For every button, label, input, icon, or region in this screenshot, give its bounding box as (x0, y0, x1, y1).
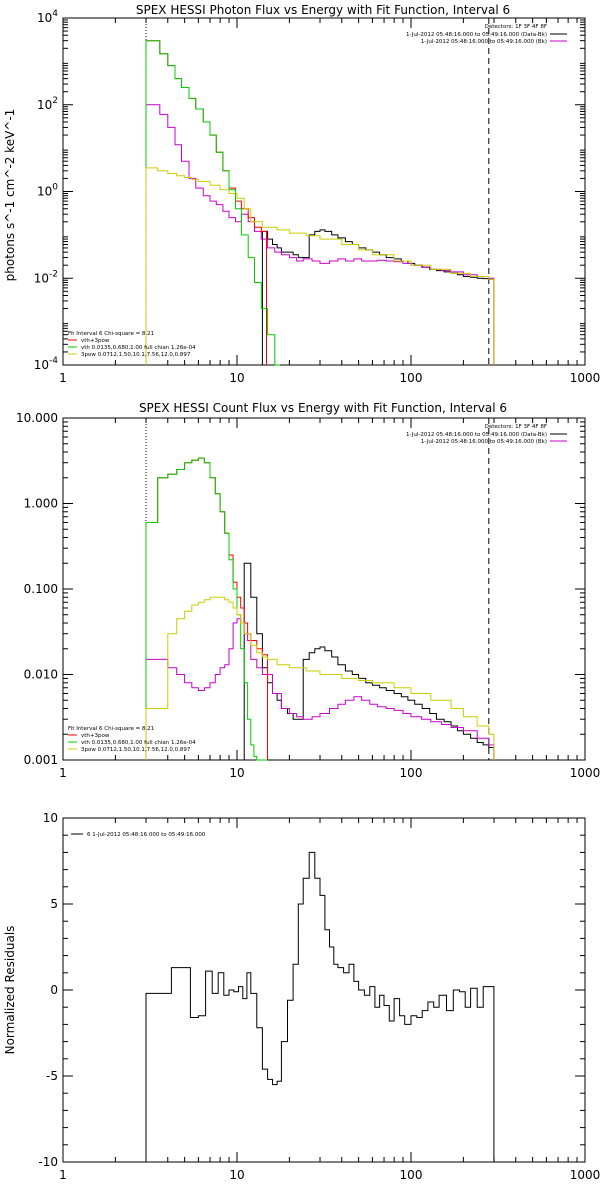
legend-entry: 1-Jul-2012 05:48:16.000 to 05:49:16.000 … (406, 32, 547, 38)
series-line-Data-Bk (243, 562, 495, 760)
fit-legend-entry: 3pow 0.0712,1.50,10.1,7.56,12.0,0.897 (81, 352, 191, 358)
y-tick-label: 0.100 (24, 582, 58, 596)
x-tick-label: 1000 (570, 371, 600, 385)
fit-legend-header: Fit Interval 6 Chi-square = 8.21 (68, 331, 154, 337)
x-tick-label: 1 (59, 371, 67, 385)
fit-legend-entry: vth+3pow (81, 338, 110, 344)
series-line-vth (145, 40, 280, 366)
legend-header: Detectors: 1F 3F 4F 8F (485, 424, 547, 430)
legend-entry: 1-Jul-2012 05:48:16.000 to 05:49:16.000 … (406, 432, 547, 438)
photon-flux-ylabel: photons s^-1 cm^-2 keV^-1 (3, 109, 17, 282)
y-tick-label: 1.000 (24, 497, 58, 511)
fit-legend-header: Fit Interval 6 Chi-square = 8.21 (68, 726, 154, 732)
x-tick-label: 100 (400, 766, 423, 780)
photon-flux-title: SPEX HESSI Photon Flux vs Energy with Fi… (136, 3, 510, 17)
y-tick-label: 0.010 (24, 668, 58, 682)
legend-entry: 1-Jul-2012 05:48:16.000 to 05:49:16.000 … (421, 439, 547, 445)
series-line-Bk (145, 104, 495, 365)
x-tick-label: 1 (59, 1168, 67, 1182)
fit-legend-entry: vth 0.0135,0.680,1.00 full chian 1.26e-0… (81, 740, 196, 746)
plot-frame (62, 417, 586, 761)
count-flux-panel: SPEX HESSI Count Flux vs Energy with Fit… (16, 401, 600, 780)
count-flux-title: SPEX HESSI Count Flux vs Energy with Fit… (139, 401, 507, 415)
legend-header: Detectors: 1F 3F 4F 8F (485, 24, 547, 30)
series-line-3pow (145, 596, 495, 760)
x-tick-label: 10 (229, 1168, 244, 1182)
y-tick-label: 10.000 (16, 411, 58, 425)
y-tick-label: 0.001 (24, 753, 58, 767)
y-tick-label: 10-2 (34, 269, 58, 285)
x-tick-label: 100 (400, 371, 423, 385)
series-line-vth+3pow (145, 40, 267, 365)
plot-frame (62, 17, 586, 366)
x-tick-label: 10 (229, 371, 244, 385)
legend-entry: 1-Jul-2012 05:48:16.000 to 05:49:16.000 … (421, 39, 547, 45)
x-tick-label: 1 (59, 766, 67, 780)
y-tick-label: -5 (46, 1069, 58, 1083)
y-tick-label: 0 (50, 983, 58, 997)
series-line-Bk (145, 618, 495, 760)
x-tick-label: 1000 (570, 1168, 600, 1182)
y-tick-label: -10 (38, 1155, 58, 1169)
x-tick-label: 100 (400, 1168, 423, 1182)
x-tick-label: 1000 (570, 766, 600, 780)
fit-legend-entry: 3pow 0.0712,1.50,10.1,7.56,12.0,0.897 (81, 747, 191, 753)
residual-legend-entry: 6 1-Jul-2012 05:48:16.000 to 05:49:16.00… (87, 832, 206, 838)
series-line-residuals (145, 851, 495, 1162)
x-tick-label: 10 (229, 766, 244, 780)
series-line-Data-Bk (261, 229, 495, 365)
residuals-ylabel: Normalized Residuals (3, 926, 17, 1055)
y-tick-label: 104 (37, 9, 58, 25)
y-tick-label: 10 (43, 811, 58, 825)
fit-legend-entry: vth 0.0135,0.680,1.00 full chian 1.26e-0… (81, 345, 196, 351)
residuals-panel: Normalized Residuals 1 10 100 1000 -10 -5 0 5 10… (3, 811, 600, 1182)
y-tick-label: 100 (37, 183, 58, 199)
y-tick-label: 102 (37, 96, 58, 112)
plot-frame (62, 817, 586, 1163)
series-line-3pow (145, 167, 495, 365)
fit-legend-entry: vth+3pow (81, 733, 110, 739)
y-tick-label: 10-4 (34, 356, 59, 372)
y-tick-label: 5 (50, 897, 58, 911)
photon-flux-panel: SPEX HESSI Photon Flux vs Energy with Fi… (3, 3, 600, 385)
series-line-vth (145, 457, 268, 761)
series-line-vth+3pow (145, 457, 268, 760)
